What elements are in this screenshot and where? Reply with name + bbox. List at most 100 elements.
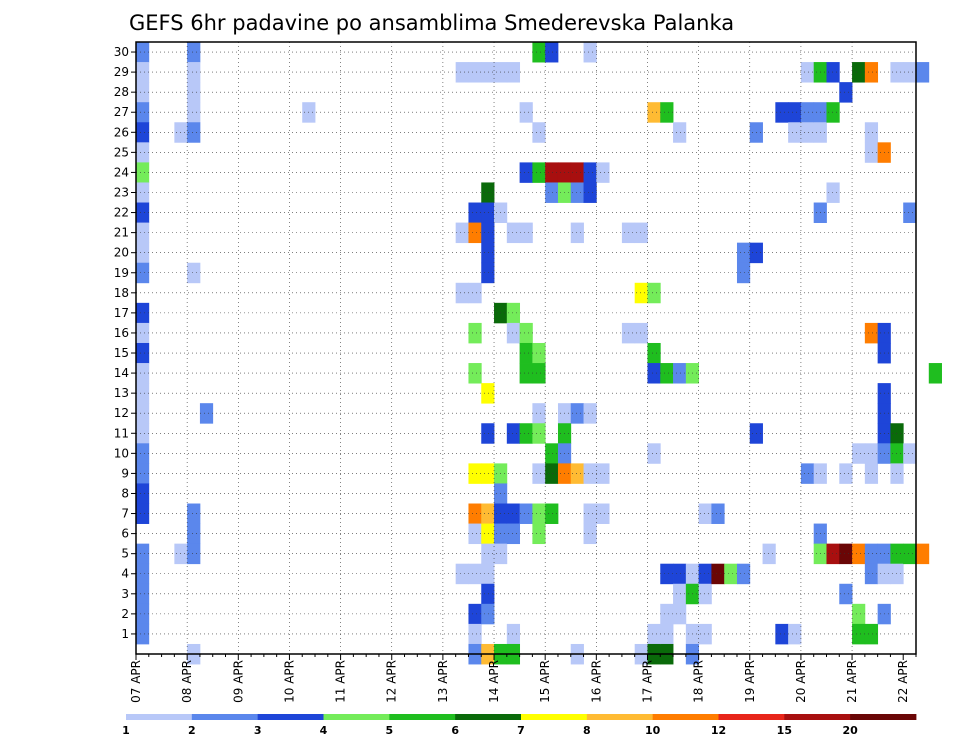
heatmap-cell (506, 423, 521, 444)
heatmap-cell (826, 543, 840, 565)
heatmap-cell (736, 563, 751, 585)
heatmap-cell (187, 503, 201, 524)
colorbar-label: 5 (386, 724, 394, 737)
heatmap-cell (519, 222, 533, 244)
heatmap-cell (647, 623, 661, 645)
x-tick-label: 19 APR (743, 660, 757, 703)
heatmap-cell (724, 563, 738, 585)
y-tick-label: 2 (121, 607, 129, 621)
heatmap-cell (187, 543, 201, 565)
heatmap-cell (136, 182, 150, 203)
heatmap-cell (545, 182, 559, 203)
heatmap-cell (826, 62, 840, 83)
heatmap-cell (928, 363, 942, 384)
heatmap-cell (481, 563, 495, 585)
x-tick-label: 21 APR (845, 660, 859, 703)
heatmap-cell (468, 282, 482, 304)
colorbar-swatch (257, 714, 324, 720)
heatmap-cell (673, 583, 687, 605)
x-tick-label: 14 APR (487, 660, 501, 703)
heatmap-cell (468, 603, 482, 625)
y-tick-label: 23 (114, 185, 129, 199)
heatmap-cell (545, 443, 559, 464)
heatmap-cell (506, 623, 521, 645)
heatmap-cell (826, 102, 840, 123)
x-tick-label: 17 APR (640, 660, 654, 703)
heatmap-cell (136, 162, 150, 183)
heatmap-cell (583, 403, 597, 424)
y-tick-label: 14 (114, 366, 129, 380)
y-tick-label: 30 (114, 45, 129, 59)
heatmap-cell (481, 423, 495, 444)
y-tick-label: 6 (121, 527, 129, 541)
colorbar-swatch (389, 714, 456, 720)
y-tick-label: 7 (121, 507, 129, 521)
heatmap-cell (532, 122, 546, 143)
heatmap-cell (136, 503, 150, 524)
heatmap-cell (864, 122, 879, 143)
heatmap-cell (136, 383, 150, 404)
heatmap-cell (455, 62, 469, 83)
colorbar-label: 4 (320, 724, 328, 737)
heatmap-cell (187, 42, 201, 63)
colorbar-swatch (191, 714, 259, 720)
heatmap-cell (506, 62, 521, 83)
heatmap-cell (136, 62, 150, 83)
heatmap-cell (506, 222, 521, 244)
heatmap-cell (455, 222, 469, 244)
heatmap-cell (136, 543, 150, 565)
y-tick-label: 16 (114, 326, 129, 340)
heatmap-cell (647, 282, 661, 304)
heatmap-cell (532, 403, 546, 424)
heatmap-cell (506, 523, 521, 545)
heatmap-cell (775, 102, 789, 123)
heatmap-cell (673, 122, 687, 143)
heatmap-cell (481, 202, 495, 223)
heatmap-cell (532, 503, 546, 524)
x-tick-label: 08 APR (180, 660, 194, 703)
colorbar-label: 6 (451, 724, 459, 737)
heatmap-cell (136, 603, 150, 625)
heatmap-cell (532, 342, 546, 364)
colorbar-label: 2 (188, 724, 196, 737)
heatmap-cell (136, 423, 150, 444)
x-tick-label: 11 APR (334, 660, 348, 703)
heatmap-cell (788, 122, 802, 143)
heatmap-cell (852, 543, 866, 565)
heatmap-cell (634, 282, 648, 304)
heatmap-cell (468, 623, 482, 645)
heatmap-cell (136, 142, 150, 163)
heatmap-cell (481, 523, 495, 545)
heatmap-cell (481, 543, 495, 565)
y-tick-label: 24 (114, 165, 129, 179)
x-axis: 07 APR 08 APR 09 APR 10 APR 11 APR 12 APR 13 A… (129, 654, 917, 703)
y-tick-label: 20 (114, 246, 129, 260)
heatmap-cell (852, 62, 866, 83)
heatmap-cell (698, 623, 712, 645)
heatmap-cell (864, 543, 879, 565)
colorbar-label: 15 (777, 724, 792, 737)
colorbar-swatch (652, 714, 719, 720)
x-tick-label: 10 APR (282, 660, 296, 703)
heatmap-cell (481, 62, 495, 83)
heatmap-cell (136, 363, 150, 384)
heatmap-cell (826, 182, 840, 203)
colorbar-legend: 1 2 3 4 5 6 7 8 10 12 15 20 (122, 714, 917, 737)
heatmap-cell (864, 142, 879, 163)
heatmap-cell (136, 262, 150, 284)
heatmap-cell (570, 463, 584, 484)
heatmap-cell (660, 623, 674, 645)
heatmap-cell (583, 503, 597, 524)
heatmap-cell (916, 543, 930, 565)
heatmap-cell (136, 583, 150, 605)
y-tick-label: 28 (114, 85, 129, 99)
heatmap-cell (890, 463, 904, 484)
heatmap-cell (187, 523, 201, 545)
heatmap-cell (634, 222, 648, 244)
x-tick-label: 12 APR (385, 660, 399, 703)
colorbar-label: 3 (254, 724, 262, 737)
x-tick-label: 18 APR (692, 660, 706, 703)
colorbar-swatch (784, 714, 851, 720)
heatmap-cell (545, 463, 559, 484)
heatmap-cell (839, 543, 853, 565)
